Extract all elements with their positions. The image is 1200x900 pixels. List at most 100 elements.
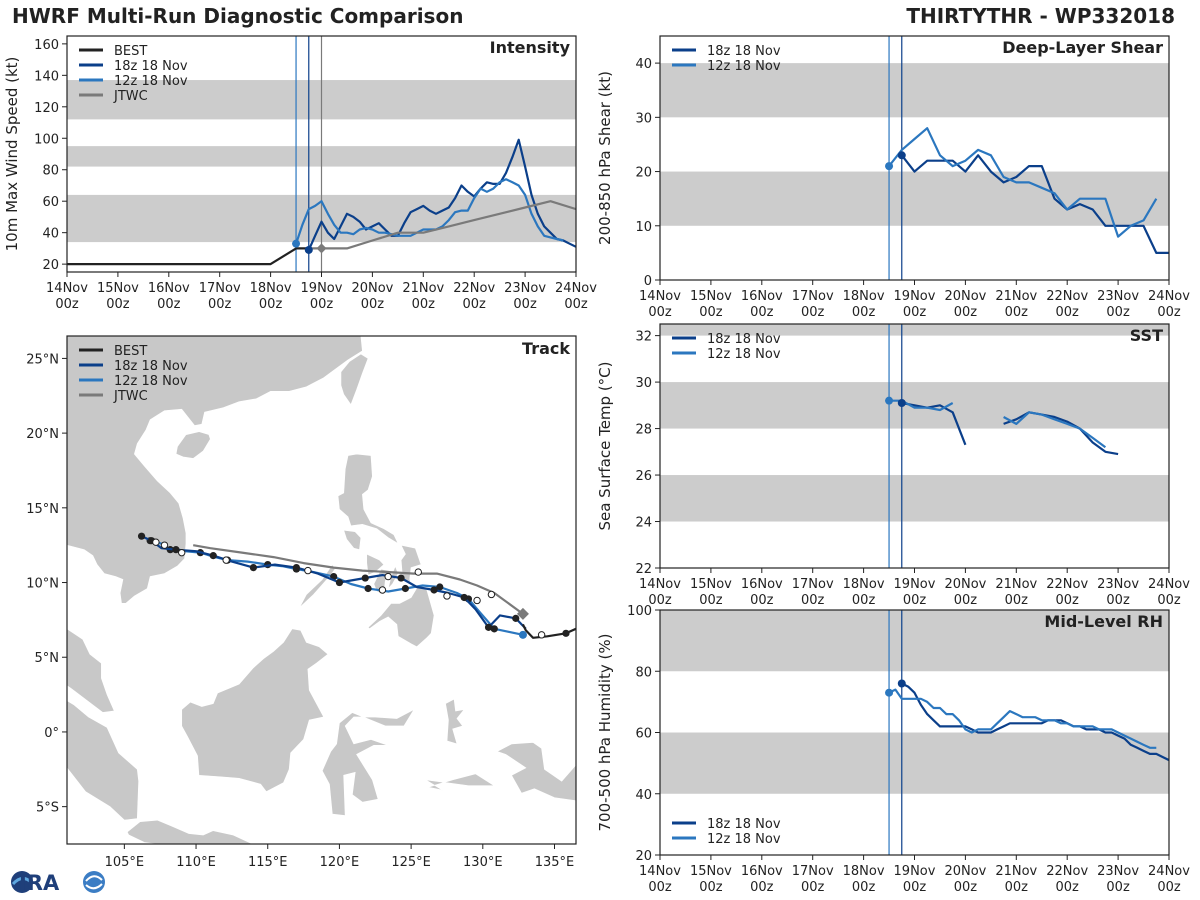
shear-ylabel: 200-850 hPa Shear (kt) [596,71,614,245]
track-position-dot [209,552,217,560]
sst-xtick-label-day: 21Nov [995,577,1037,592]
track-ytick-label: 10°N [26,577,59,592]
intensity-ytick-label: 80 [42,164,59,179]
sst-xtick-label-day: 17Nov [792,577,834,592]
shear-xtick-label-hour: 00z [903,305,927,320]
track-legend-label: JTWC [113,389,148,404]
shear-series-line [888,127,1158,238]
track-open-marker [473,596,481,605]
rh-xtick-label-hour: 00z [1005,880,1029,895]
rh-title: Mid-Level RH [1044,612,1163,631]
sst-xtick-label-hour: 00z [903,593,927,608]
intensity-xtick-label-hour: 00z [259,297,283,312]
shear-xtick-label-day: 24Nov [1148,289,1190,304]
track-position-dot [484,623,493,631]
intensity-xtick-label-day: 19Nov [301,281,343,296]
sst-ytick-label: 30 [635,376,652,391]
shear-legend-label: 18z 18 Nov [707,44,781,59]
shear-title: Deep-Layer Shear [1002,38,1163,57]
intensity-legend-label: 18z 18 Nov [114,59,188,74]
luzon-island [337,453,400,545]
rh-series-line [901,682,1169,762]
sst-xtick-label-hour: 00z [648,593,672,608]
track-open-marker [304,566,312,575]
hainan-island [175,431,211,459]
intensity-xtick-label-day: 21Nov [402,281,444,296]
intensity-xtick-label-day: 20Nov [351,281,393,296]
rh-band [660,610,1169,672]
sst-xtick-label-day: 15Nov [690,577,732,592]
rh-band [660,732,1169,794]
rh-xtick-label-hour: 00z [648,880,672,895]
sst-ylabel: Sea Surface Temp (°C) [596,361,614,530]
sulawesi-island [321,708,415,816]
intensity-legend-label: JTWC [113,89,148,104]
rh-xtick-label-day: 22Nov [1046,864,1088,879]
track-open-marker [414,568,422,576]
track-position-dot [335,578,344,587]
rh-xtick-label-day: 16Nov [741,864,783,879]
sst-band [660,324,1169,336]
sst-series-line [901,401,967,446]
intensity-marker [316,243,327,254]
halmahera-island [445,698,466,745]
intensity-xtick-label-day: 24Nov [555,281,597,296]
intensity-series-line [307,138,576,251]
track-xtick-label: 115°E [248,855,288,870]
track-title: Track [522,339,570,358]
intensity-xtick-label-day: 23Nov [504,281,546,296]
sst-legend-label: 12z 18 Nov [707,347,781,362]
intensity-marker [304,245,313,254]
rh-legend-label: 12z 18 Nov [707,832,781,847]
shear-xtick-label-day: 22Nov [1046,289,1088,304]
shear-xtick-label-hour: 00z [750,305,774,320]
track-ytick-label: 5°N [35,651,60,666]
track-position-dot [292,563,301,572]
shear-xtick-label-day: 16Nov [741,289,783,304]
intensity-ytick-label: 20 [42,258,59,273]
rh-plot-area [660,610,1169,855]
track-position-dot [249,563,257,572]
sst-xtick-label-hour: 00z [750,593,774,608]
sst-xtick-label-day: 22Nov [1046,577,1088,592]
track-map-area [67,336,576,844]
track-frame [66,335,577,845]
new-guinea-island [496,742,576,844]
track-position-dot [397,574,405,582]
shear-xtick-label-hour: 00z [648,305,672,320]
java-island [126,819,254,844]
track-open-marker [443,592,451,600]
shear-xtick-label-hour: 00z [954,305,978,320]
rh-xtick-label-day: 24Nov [1148,864,1190,879]
intensity-xtick-label-day: 22Nov [453,281,495,296]
mindanao-island [367,585,435,648]
track-xtick-label: 130°E [463,855,503,870]
shear-xtick-label-day: 18Nov [843,289,885,304]
malay-peninsula [67,628,115,713]
rh-series-line [888,688,1157,749]
intensity-xtick-label-hour: 00z [513,297,537,312]
shear-xtick-label-day: 14Nov [639,289,681,304]
intensity-marker [292,239,301,248]
track-position-dot [401,584,409,593]
shear-xtick-label-hour: 00z [1056,305,1080,320]
sst-xtick-label-hour: 00z [954,593,978,608]
rh-ytick-label: 100 [627,604,652,619]
cira-logo-swirl [83,871,105,893]
track-open-marker [378,586,387,594]
shear-xtick-label-hour: 00z [1157,305,1181,320]
sst-legend-label: 18z 18 Nov [707,332,781,347]
sst-ytick-label: 26 [635,469,652,484]
sst-xtick-label-hour: 00z [801,593,825,608]
sst-xtick-label-hour: 00z [852,593,876,608]
track-xtick-label: 135°E [535,855,575,870]
sst-marker [897,399,906,408]
rh-xtick-label-hour: 00z [1157,880,1181,895]
track-position-dot [436,583,444,591]
track-legend-label: BEST [114,344,147,359]
track-ytick-label: 15°N [26,502,59,517]
shear-xtick-label-day: 19Nov [894,289,936,304]
sst-xtick-label-day: 19Nov [894,577,936,592]
rh-xtick-label-day: 15Nov [690,864,732,879]
